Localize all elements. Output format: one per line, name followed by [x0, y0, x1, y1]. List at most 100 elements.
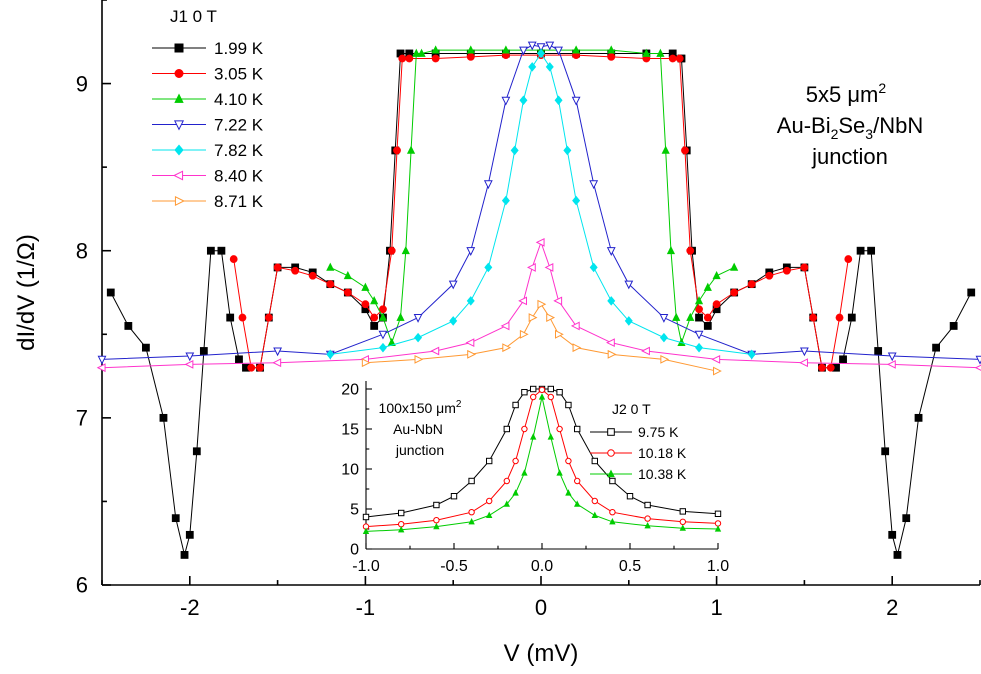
data-point: [609, 518, 616, 525]
data-point: [591, 457, 598, 465]
data-point: [180, 551, 189, 559]
legend-label: 4.10 K: [214, 90, 264, 109]
x-tick-label: 1: [710, 595, 722, 620]
data-point: [486, 497, 493, 505]
data-point: [530, 433, 537, 440]
data-point: [679, 524, 686, 531]
data-point: [96, 363, 106, 373]
series-8.40-K: [96, 237, 981, 373]
data-point: [554, 95, 563, 106]
data-point: [835, 313, 844, 322]
data-point: [695, 305, 703, 314]
data-point: [501, 45, 510, 54]
data-point: [535, 237, 545, 247]
data-point: [468, 518, 475, 525]
y-tick-label: 5: [350, 502, 359, 519]
data-point: [694, 330, 704, 340]
data-point: [536, 43, 546, 53]
data-point: [396, 312, 405, 321]
data-point: [967, 288, 976, 297]
data-point: [430, 346, 440, 356]
data-point: [661, 145, 670, 154]
data-point: [398, 509, 405, 517]
data-point: [686, 312, 695, 321]
data-point: [192, 447, 201, 456]
data-point: [538, 386, 546, 393]
data-point: [546, 313, 556, 322]
data-point: [398, 526, 405, 533]
legend-marker: [607, 428, 615, 436]
data-point: [538, 393, 546, 400]
data-point: [414, 332, 423, 343]
legend-marker: [173, 170, 184, 181]
legend-item: 1.99 K: [152, 39, 264, 58]
data-point: [433, 522, 440, 530]
data-point: [730, 262, 739, 271]
data-point: [826, 363, 835, 372]
data-point: [782, 266, 791, 275]
x-tick-label: 0.5: [619, 558, 641, 575]
legend-marker: [174, 144, 184, 156]
data-point: [501, 195, 510, 206]
data-point: [521, 425, 528, 433]
legend-marker: [174, 69, 184, 79]
data-point: [184, 359, 194, 369]
series-line: [365, 396, 719, 532]
legend-marker: [174, 93, 184, 103]
data-point: [484, 262, 493, 273]
data-point: [308, 271, 317, 280]
data-point: [675, 54, 684, 63]
data-point: [572, 343, 582, 353]
data-point: [159, 413, 168, 422]
data-point: [185, 530, 194, 539]
data-point: [570, 321, 580, 331]
data-point: [527, 41, 537, 51]
data-point: [668, 54, 677, 63]
data-point: [512, 489, 519, 496]
data-point: [247, 363, 256, 372]
data-point: [124, 322, 133, 330]
data-point: [711, 354, 721, 364]
data-point: [226, 313, 235, 322]
data-point: [545, 41, 555, 51]
data-point: [641, 346, 650, 356]
data-point: [433, 517, 440, 524]
data-point: [624, 280, 634, 290]
inset-annotation-line-1: 100x150 μm2: [379, 399, 462, 416]
annotation-line-2: Au-Bi2Se3/NbN: [777, 113, 923, 142]
y-axis-title: dI/dV (1/Ω): [13, 234, 40, 351]
data-point: [659, 314, 669, 323]
data-point: [199, 347, 208, 355]
data-point: [591, 511, 598, 518]
x-tick-label: 1.0: [707, 558, 729, 575]
series-line: [233, 54, 849, 369]
series-10.18-K: [362, 386, 722, 530]
legend-header: J1 0 T: [170, 7, 217, 26]
data-point: [642, 48, 651, 57]
legend-label: 1.99 K: [214, 39, 264, 58]
data-point: [881, 447, 890, 456]
data-point: [378, 312, 388, 321]
series-7.82-K: [326, 48, 756, 360]
data-point: [502, 343, 512, 353]
legend-item: 3.05 K: [152, 65, 264, 84]
legend-label: 8.71 K: [214, 192, 264, 211]
data-point: [519, 46, 528, 56]
data-point: [264, 313, 273, 322]
data-point: [563, 145, 572, 156]
data-point: [361, 300, 370, 309]
data-point: [528, 313, 538, 322]
data-point: [556, 425, 563, 433]
legend-label: 8.40 K: [214, 167, 264, 186]
data-point: [393, 146, 401, 155]
data-point: [679, 508, 686, 515]
data-point: [414, 354, 424, 364]
data-point: [765, 271, 774, 280]
main-plot-area: [96, 41, 981, 559]
data-point: [519, 95, 528, 106]
data-point: [565, 401, 572, 409]
data-point: [521, 389, 528, 396]
data-point: [450, 493, 458, 500]
data-point: [406, 145, 416, 154]
